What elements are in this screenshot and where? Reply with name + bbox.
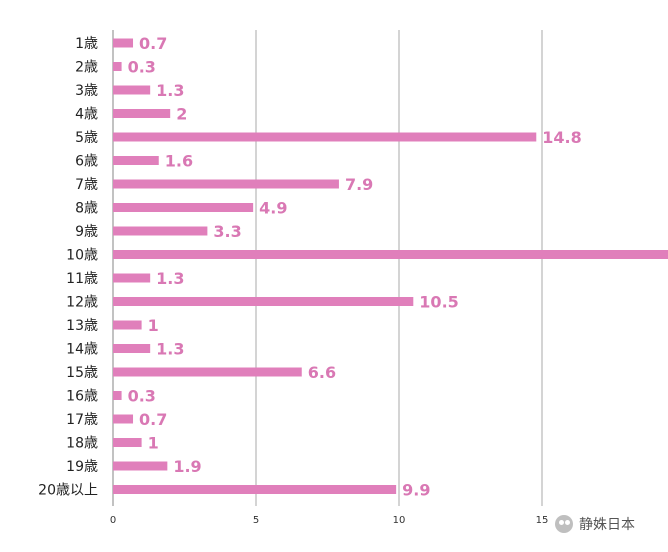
category-label: 20歳以上 <box>38 483 98 499</box>
category-label: 6歳 <box>75 154 98 170</box>
category-label: 8歳 <box>75 201 98 217</box>
bar <box>113 414 134 424</box>
category-label: 1歳 <box>75 36 98 52</box>
data-label: 0.7 <box>139 34 167 53</box>
category-labels: 1歳 2歳 3歳 4歳 5歳 6歳 7歳 8歳 9歳 10歳 11歳 12歳 13歳 14歳 15歳 16歳 1… <box>38 36 98 499</box>
data-label: 0.3 <box>128 58 156 77</box>
bar <box>113 250 668 259</box>
bar <box>113 109 171 118</box>
data-label: 9.9 <box>402 481 430 500</box>
bar <box>113 485 397 494</box>
watermark: 静姝日本 <box>555 514 635 534</box>
data-label: 1.6 <box>165 152 193 171</box>
data-label: 14.8 <box>542 128 581 147</box>
bar <box>113 344 151 353</box>
bar <box>113 320 142 330</box>
data-label: 7.9 <box>345 175 373 194</box>
category-label: 12歳 <box>66 295 98 311</box>
category-label: 19歳 <box>66 459 98 475</box>
data-label: 1.3 <box>156 81 184 100</box>
data-label: 0.7 <box>139 410 167 429</box>
data-label: 6.6 <box>308 363 336 382</box>
category-label: 15歳 <box>66 365 98 381</box>
bar <box>113 367 302 377</box>
category-label: 14歳 <box>66 342 98 358</box>
x-tick-label: 5 <box>253 515 259 526</box>
bar <box>113 85 151 95</box>
data-label: 3.3 <box>213 222 241 241</box>
x-axis-ticks: 051015202530 <box>110 515 549 526</box>
category-label: 16歳 <box>66 389 98 405</box>
bar <box>113 38 134 48</box>
bar <box>113 438 142 447</box>
data-label: 1.3 <box>156 340 184 359</box>
data-label: 0.3 <box>128 387 156 406</box>
category-label: 2歳 <box>75 60 98 76</box>
bar <box>113 461 168 471</box>
data-label: 1 <box>148 316 159 335</box>
bar <box>113 156 159 165</box>
gridlines <box>112 30 543 506</box>
bar <box>113 226 208 236</box>
bars <box>113 38 668 494</box>
data-label: 1 <box>148 434 159 453</box>
wechat-icon <box>555 515 573 533</box>
bar <box>113 273 151 283</box>
category-label: 10歳 <box>66 248 98 264</box>
category-label: 3歳 <box>75 83 98 99</box>
x-tick-label: 0 <box>110 515 116 526</box>
data-label: 1.3 <box>156 269 184 288</box>
category-label: 11歳 <box>66 271 98 287</box>
category-label: 18歳 <box>66 436 98 452</box>
bar <box>113 179 339 189</box>
category-label: 4歳 <box>75 107 98 123</box>
value-labels: 0.70.31.3214.81.67.94.93.329.61.310.511.… <box>128 34 582 500</box>
category-label: 9歳 <box>75 224 98 240</box>
x-tick-label: 10 <box>393 515 406 526</box>
bar <box>113 391 122 400</box>
bar <box>113 297 414 306</box>
category-label: 5歳 <box>75 130 98 146</box>
data-label: 10.5 <box>419 293 458 312</box>
watermark-text: 静姝日本 <box>579 517 635 533</box>
data-label: 1.9 <box>173 457 201 476</box>
data-label: 2 <box>176 105 187 124</box>
bar <box>113 203 254 212</box>
x-tick-label: 15 <box>536 515 549 526</box>
category-label: 13歳 <box>66 318 98 334</box>
bar <box>113 62 122 71</box>
data-label: 4.9 <box>259 199 287 218</box>
bar <box>113 132 537 142</box>
category-label: 17歳 <box>66 412 98 428</box>
category-label: 7歳 <box>75 177 98 193</box>
